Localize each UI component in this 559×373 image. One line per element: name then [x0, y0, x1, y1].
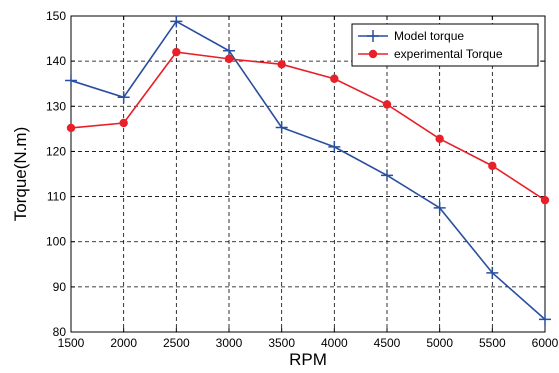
data-point	[66, 123, 76, 133]
y-tick-label: 80	[53, 325, 67, 339]
x-tick-label: 2000	[110, 336, 137, 350]
x-tick-label: 5000	[426, 336, 453, 350]
x-tick-label: 3500	[268, 336, 295, 350]
axis-ticks: 1500 2000 2500 3000 3500 4000 4500 5000 5500 6000…	[46, 9, 559, 350]
x-tick-label: 4000	[321, 336, 348, 350]
plot-frame	[70, 15, 546, 333]
legend-item: experimental Torque	[358, 47, 503, 61]
data-point	[119, 118, 128, 128]
x-axis-label: RPM	[289, 350, 327, 369]
legend-label: experimental Torque	[394, 47, 503, 61]
y-tick-label: 150	[46, 9, 66, 23]
data-point	[172, 47, 181, 57]
data-point	[488, 161, 497, 171]
x-tick-label: 5500	[479, 336, 506, 350]
data-point	[277, 60, 286, 69]
series-1	[65, 15, 551, 326]
data-point	[170, 15, 183, 28]
y-tick-label: 120	[46, 144, 66, 158]
y-tick-label: 100	[46, 235, 66, 249]
legend-box	[351, 23, 539, 67]
legend: Model torque experimental Torque	[351, 23, 539, 67]
data-point	[539, 313, 551, 326]
data-point	[328, 140, 341, 153]
series-layer	[65, 15, 551, 326]
y-tick-label: 90	[53, 280, 67, 294]
data-point	[224, 54, 234, 64]
data-point	[65, 74, 77, 87]
data-point	[540, 195, 550, 205]
data-point	[435, 134, 444, 143]
y-axis-label: Torque(N.m)	[11, 127, 30, 221]
legend-marker	[368, 49, 378, 59]
y-tick-label: 110	[47, 190, 66, 204]
data-point	[330, 74, 339, 83]
y-tick-label: 140	[46, 54, 66, 68]
x-tick-label: 4500	[374, 336, 401, 350]
legend-marker	[367, 30, 379, 42]
legend-item: Model torque	[358, 29, 464, 43]
x-tick-label: 1500	[58, 336, 85, 350]
data-point	[381, 169, 393, 182]
grid-lines	[71, 16, 545, 332]
series-line	[70, 20, 546, 320]
x-tick-label: 6000	[532, 336, 559, 350]
data-point	[275, 121, 288, 134]
data-point	[433, 201, 446, 214]
data-point	[486, 266, 499, 279]
y-tick-label: 130	[46, 99, 66, 113]
series-2	[66, 47, 550, 205]
x-tick-label: 2500	[163, 336, 190, 350]
legend-label: Model torque	[394, 29, 464, 43]
data-point	[117, 91, 130, 104]
x-tick-label: 3000	[216, 336, 243, 350]
data-point	[382, 100, 392, 109]
series-line	[70, 51, 546, 201]
